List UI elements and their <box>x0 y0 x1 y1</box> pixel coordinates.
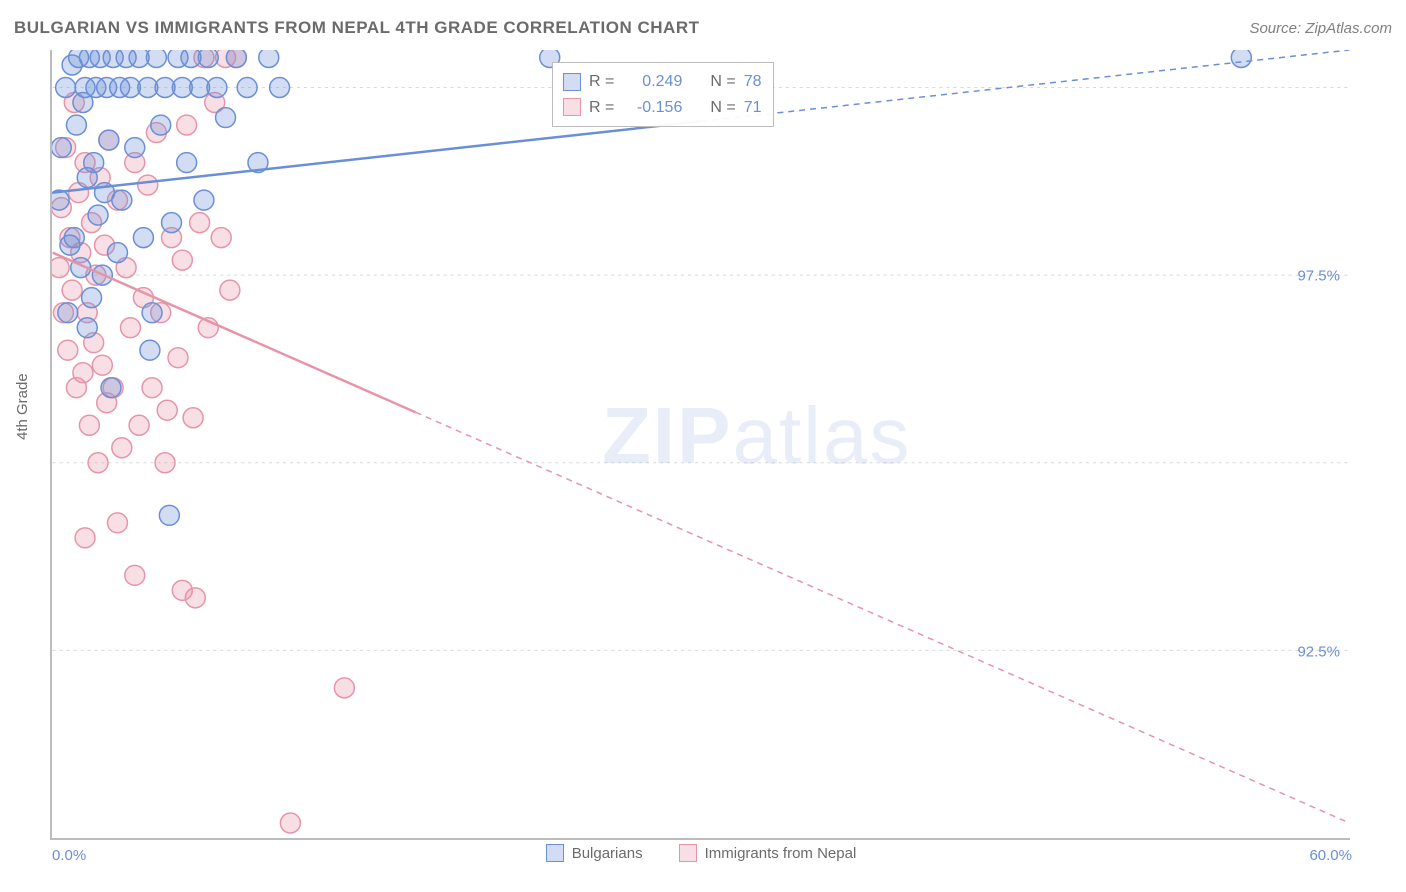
title-row: BULGARIAN VS IMMIGRANTS FROM NEPAL 4TH G… <box>14 18 1392 38</box>
stats-legend-box: R = 0.249 N = 78 R = -0.156 N = 71 <box>552 62 774 127</box>
legend-swatch <box>679 844 697 862</box>
plot-area: ZIPatlas R =0.249N =78R =-0.156N =71 Bul… <box>50 50 1350 840</box>
r-value: -0.156 <box>622 95 682 121</box>
x-tick-label: 0.0% <box>52 847 86 864</box>
n-value: 71 <box>744 95 762 121</box>
y-tick-label: 92.5% <box>1297 643 1340 660</box>
legend-swatch <box>546 844 564 862</box>
stats-row: R = -0.156 N = 71 <box>563 95 761 121</box>
r-label: R = <box>589 95 614 121</box>
legend-item: Bulgarians <box>546 844 643 862</box>
legend-label: Immigrants from Nepal <box>705 845 857 862</box>
chart-container: BULGARIAN VS IMMIGRANTS FROM NEPAL 4TH G… <box>0 0 1406 892</box>
series-swatch <box>563 98 581 116</box>
r-value: 0.249 <box>622 69 682 95</box>
legend-item: Immigrants from Nepal <box>679 844 857 862</box>
y-tick-label: 97.5% <box>1297 267 1340 284</box>
n-label: N = <box>710 69 735 95</box>
n-value: 78 <box>744 69 762 95</box>
scatter-chart-svg <box>52 50 1350 838</box>
legend-bottom: Bulgarians Immigrants from Nepal <box>52 844 1350 862</box>
r-label: R = <box>589 69 614 95</box>
x-tick-label: 60.0% <box>1309 847 1352 864</box>
series-swatch <box>563 73 581 91</box>
source-attribution: Source: ZipAtlas.com <box>1249 20 1392 37</box>
n-label: N = <box>710 95 735 121</box>
y-axis-title: 4th Grade <box>14 373 31 440</box>
chart-title: BULGARIAN VS IMMIGRANTS FROM NEPAL 4TH G… <box>14 18 700 38</box>
legend-label: Bulgarians <box>572 845 643 862</box>
stats-row: R = 0.249 N = 78 <box>563 69 761 95</box>
